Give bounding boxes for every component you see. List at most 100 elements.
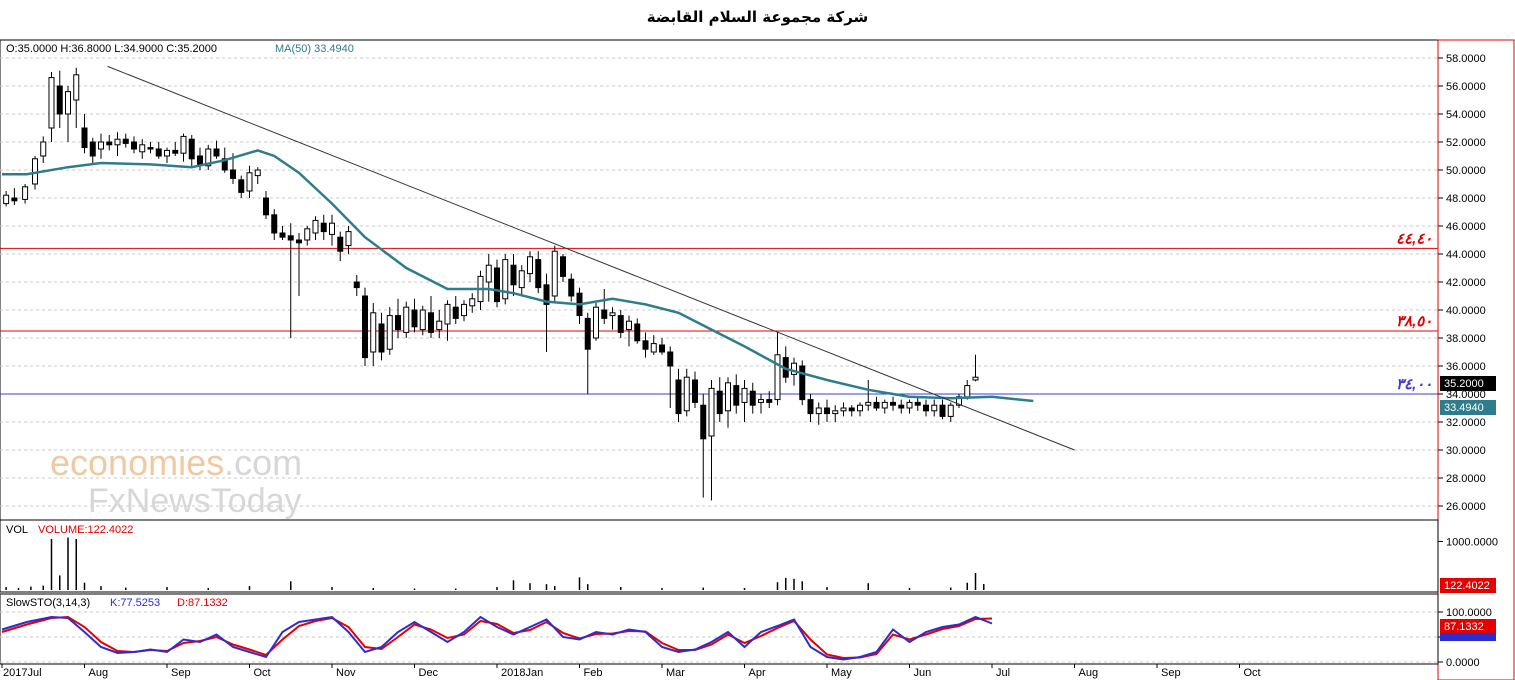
candle-body	[617, 315, 624, 333]
candle-body	[700, 404, 707, 440]
candle-body	[56, 85, 63, 115]
time-tick-label: 2018Jan	[501, 667, 543, 679]
candle-body	[741, 387, 748, 403]
time-tick-label: Dec	[419, 667, 439, 679]
candle-body	[551, 250, 558, 297]
candle-body	[898, 404, 905, 409]
time-tick-label: Aug	[1079, 667, 1099, 679]
volume-readout: VOLUME:122.4022	[38, 524, 133, 536]
candle-body	[535, 259, 542, 289]
volume-tick-label: 1000.0000	[1446, 536, 1498, 548]
candle-body	[881, 401, 888, 409]
time-tick-label: Nov	[336, 667, 356, 679]
candle-body	[114, 138, 121, 146]
candle-body	[774, 354, 781, 401]
price-tick-label: 40.0000	[1446, 305, 1486, 317]
level-labels: ٤٤,٤٠ ٣٨,٥٠ ٣٤,٠٠	[1396, 230, 1432, 393]
price-tick-label: 26.0000	[1446, 501, 1486, 513]
candle-body	[271, 214, 278, 234]
candle-body	[502, 259, 509, 300]
price-tick-label: 34.0000	[1446, 389, 1486, 401]
candle-body	[48, 77, 55, 129]
price-tick-label: 50.0000	[1446, 165, 1486, 177]
candle-body	[848, 407, 855, 412]
candle-body	[378, 323, 385, 353]
candle-body	[370, 312, 377, 353]
stochastic-tick-label: 0.0000	[1446, 657, 1480, 669]
candle-body	[3, 194, 10, 205]
price-tick-label: 38.0000	[1446, 333, 1486, 345]
candle-body	[98, 141, 104, 150]
last-ma-tag	[1440, 400, 1496, 415]
candle-body	[527, 256, 533, 275]
candle-body	[337, 236, 344, 252]
last-volume-tag	[1440, 578, 1496, 593]
candle-body	[155, 148, 162, 157]
candle-body	[279, 232, 286, 238]
candle-body	[683, 376, 690, 412]
candle-body	[766, 399, 773, 403]
watermark-fxnewstoday: FxNewsToday	[88, 482, 302, 520]
price-tick-label: 30.0000	[1446, 445, 1486, 457]
candles	[3, 67, 979, 501]
level-label: ٤٤,٤٠	[1396, 230, 1432, 247]
candle-body	[923, 404, 929, 412]
candle-body	[568, 278, 575, 297]
candle-body	[263, 197, 269, 216]
candle-body	[634, 323, 641, 342]
candle-body	[139, 144, 146, 153]
candle-body	[939, 404, 946, 417]
candle-body	[931, 404, 938, 412]
level-label: ٣٤,٠٠	[1396, 376, 1432, 393]
candle-body	[469, 298, 476, 307]
candle-body	[329, 222, 335, 235]
candle-body	[964, 385, 971, 398]
candle-body	[230, 169, 236, 179]
candle-body	[725, 382, 731, 412]
last-ma-value: 33.4940	[1444, 402, 1484, 414]
watermark-com: .com	[224, 442, 302, 483]
candle-body	[197, 155, 203, 165]
level-label: ٣٨,٥٠	[1396, 313, 1432, 330]
candle-body	[857, 404, 863, 412]
candle-body	[164, 149, 170, 157]
watermark-economies: economies	[50, 442, 224, 483]
candle-body	[593, 306, 599, 339]
candle-body	[675, 379, 682, 415]
candle-body	[238, 179, 245, 193]
candle-body	[543, 284, 550, 305]
candle-body	[428, 312, 434, 333]
last-d-value: 87.1332	[1444, 621, 1484, 633]
candle-body	[419, 309, 426, 331]
stochastic-k-line	[1, 615, 993, 661]
candle-body	[312, 219, 319, 234]
candle-body	[906, 401, 913, 409]
volume-panel	[0, 519, 1439, 593]
candle-body	[81, 127, 88, 149]
time-tick-label: Sep	[171, 667, 191, 679]
candle-body	[436, 320, 443, 331]
chart-title: شركة مجموعة السلام القابضة	[646, 8, 869, 26]
candle-body	[304, 228, 311, 241]
price-tick-label: 48.0000	[1446, 193, 1486, 205]
trendline[interactable]	[107, 65, 1075, 451]
price-tick-label: 56.0000	[1446, 81, 1486, 93]
price-tick-label: 58.0000	[1446, 53, 1486, 65]
time-tick-label: Sep	[1161, 667, 1181, 679]
volume-bars	[5, 537, 985, 590]
last-close-tag	[1440, 376, 1496, 391]
time-tick-label: Jun	[914, 667, 932, 679]
candle-body	[716, 390, 723, 415]
time-tick-label: Mar	[666, 667, 685, 679]
candle-body	[65, 91, 71, 115]
candle-body	[758, 399, 764, 403]
candle-body	[914, 401, 921, 406]
price-tick-label: 54.0000	[1446, 109, 1486, 121]
candle-body	[840, 407, 847, 412]
candle-body	[708, 387, 715, 437]
last-close-value: 35.2000	[1444, 378, 1484, 390]
candle-body	[947, 404, 954, 417]
candle-body	[22, 186, 29, 200]
candle-body	[824, 407, 830, 415]
